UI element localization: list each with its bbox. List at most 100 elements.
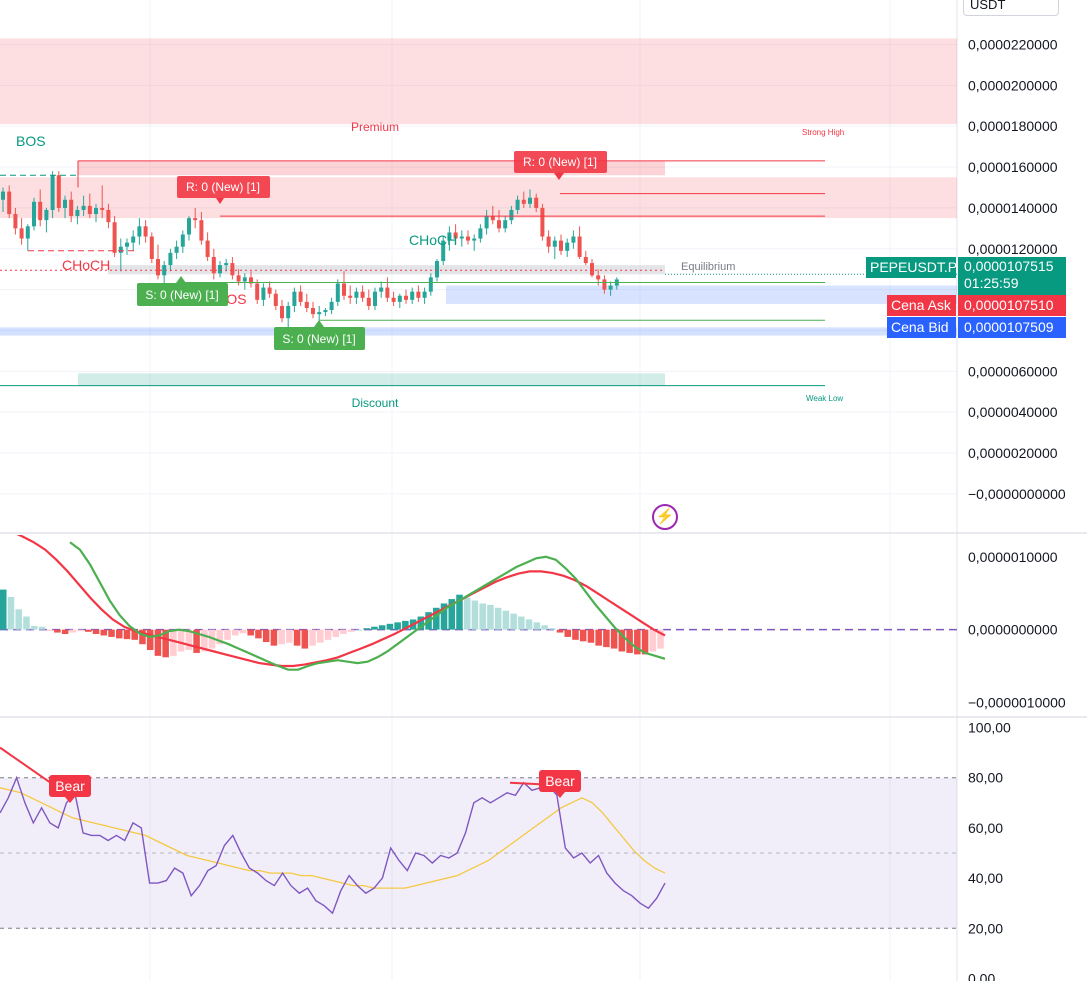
price-axis-tick: −0,0000000000 [968,486,1066,502]
macd-histogram-bar [278,629,285,645]
candle-body [317,312,322,315]
rsi-axis-tick: 0,00 [968,970,995,981]
candle-body [360,291,365,298]
candle-body [149,236,154,259]
bid-label: Cena Bid [887,317,956,338]
macd-histogram-bar [394,622,401,630]
bear-tag-label: Bear [545,773,575,789]
candle-body [63,199,67,208]
macd-histogram-bar [355,629,363,631]
candle-body [602,279,607,290]
support-tag-2-arrow [314,320,324,327]
macd-histogram-bar [100,629,108,636]
candle-body [410,291,415,300]
candle-body [385,287,390,298]
candle-body [50,175,55,210]
candle-body [521,199,526,204]
candle-body [137,226,142,237]
macd-lines [16,535,666,671]
candle-body [577,236,582,257]
rsi-pane[interactable]: Bear Bear [0,746,957,929]
macd-pane[interactable] [0,528,957,671]
currency-select[interactable]: USDT [963,0,1059,16]
strong-high-label: Strong High [802,128,844,137]
candle-body [459,236,464,239]
supply-zone-top [0,38,957,125]
price-axis[interactable]: 0,0000220000 0,0000200000 0,0000180000 0,00… [968,37,1066,981]
ask-price: 0,0000107510 [958,295,1066,316]
macd-histogram-bar [649,629,657,652]
macd-axis-tick: 0,0000000000 [968,622,1058,638]
macd-histogram-bar [224,629,231,640]
candle-body [559,240,563,251]
candle-body [509,209,514,221]
premium-label: Premium [351,120,399,134]
candle-body [497,220,501,229]
support-tag-1: S: 0 (New) [1] [145,288,218,302]
demand-zone [446,285,957,304]
macd-histogram-bar [510,613,517,630]
resistance-tag-1-bg [177,176,270,198]
macd-histogram-bar [433,607,440,630]
candle-body [453,232,458,239]
candle-body [323,310,328,313]
price-candles[interactable] [1,171,619,333]
candle-body [156,258,160,276]
candle-body [280,305,284,319]
candle-body [87,205,92,215]
macd-histogram-bar [301,629,309,649]
macd-histogram-bar [657,629,664,649]
macd-histogram-bar [556,629,564,633]
lightning-icon[interactable]: ⚡ [652,504,678,530]
macd-histogram-bar [641,629,649,655]
candle-body [428,277,433,292]
price-axis-tick: 0,0000140000 [968,200,1058,216]
macd-histogram-bar [61,629,69,635]
resistance-tag-2-bg [514,151,607,173]
candle-body [348,295,353,298]
macd-histogram-bar [262,629,270,643]
macd-histogram-bar [479,603,486,630]
rsi-axis-tick: 20,00 [968,920,1003,936]
macd-histogram-bar [610,629,618,649]
candle-body [162,265,167,276]
resistance-tag-2: R: 0 (New) [1] [523,155,597,169]
candle-body [416,291,421,298]
candle-body [379,287,384,292]
candle-body [335,283,340,302]
macd-histogram-bar [332,629,340,637]
macd-histogram-bar [231,629,239,636]
support-tag-1-arrow [176,276,186,283]
price-axis-tick: 0,0000200000 [968,77,1058,93]
candle-body [354,291,359,298]
candle-body [211,256,216,274]
macd-histogram-bar [502,610,510,630]
candle-body [304,301,309,308]
macd-histogram-bar [270,629,278,646]
candle-body [174,246,179,253]
candle-body [13,214,18,229]
discount-label: Discount [352,396,399,410]
macd-histogram-bar [317,629,324,643]
bear-tag-label: Bear [55,778,85,794]
candle-body [590,263,594,276]
price-axis-tick: 0,0000040000 [968,404,1058,420]
weak-low-label: Weak Low [806,394,843,403]
macd-histogram-bar [293,629,301,646]
candle-body [273,293,278,306]
candle-body [224,263,229,266]
candle-body [205,240,210,257]
candle-body [397,295,402,302]
candle-body [242,277,247,282]
candle-body [292,291,297,306]
macd-histogram-bar [38,626,46,630]
macd-histogram-bar [634,629,641,655]
macd-histogram-bar [309,629,316,646]
candle-body [94,207,98,215]
macd-histogram-bar [340,629,347,635]
candle-body [56,175,61,208]
macd-histogram-bar [525,619,533,630]
candle-body [298,291,303,302]
candle-body [75,209,80,217]
